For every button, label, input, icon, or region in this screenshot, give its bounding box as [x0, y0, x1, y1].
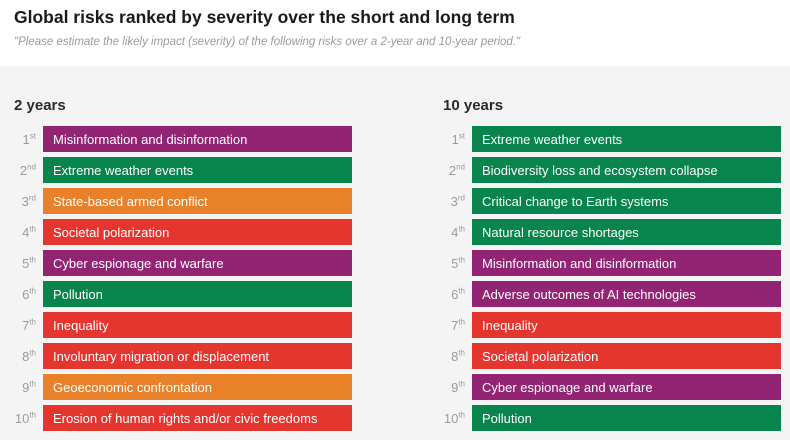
ranking-list-2-years: 1st Misinformation and disinformation 2n… [0, 126, 352, 436]
risk-bar: Geoeconomic confrontation [43, 374, 352, 400]
column-header-2-years: 2 years [14, 97, 66, 114]
risk-bar: State-based armed conflict [43, 188, 352, 214]
risk-row: 5th Cyber espionage and warfare [0, 250, 352, 276]
risk-row: 8th Involuntary migration or displacemen… [0, 343, 352, 369]
rank-label: 4th [451, 224, 465, 240]
rank-label: 1st [22, 131, 36, 147]
risk-bar: Extreme weather events [472, 126, 781, 152]
rank-label: 1st [451, 131, 465, 147]
column-2-years: 2 years 1st Misinformation and disinform… [0, 66, 361, 440]
risk-row: 9th Geoeconomic confrontation [0, 374, 352, 400]
risk-row: 6th Adverse outcomes of AI technologies [429, 281, 781, 307]
risk-row: 7th Inequality [429, 312, 781, 338]
risk-bar: Natural resource shortages [472, 219, 781, 245]
risk-bar: Pollution [472, 405, 781, 431]
risk-row: 1st Extreme weather events [429, 126, 781, 152]
rank-label: 10th [14, 410, 36, 426]
rank-label: 5th [451, 255, 465, 271]
risk-row: 1st Misinformation and disinformation [0, 126, 352, 152]
rank-label: 7th [22, 317, 36, 333]
risk-row: 3rd State-based armed conflict [0, 188, 352, 214]
risk-bar: Extreme weather events [43, 157, 352, 183]
risk-bar: Biodiversity loss and ecosystem collapse [472, 157, 781, 183]
rank-label: 8th [451, 348, 465, 364]
risk-bar: Misinformation and disinformation [472, 250, 781, 276]
rank-label: 9th [451, 379, 465, 395]
risk-bar: Misinformation and disinformation [43, 126, 352, 152]
rank-label: 3rd [450, 193, 465, 209]
rank-label: 6th [22, 286, 36, 302]
survey-question-subtitle: "Please estimate the likely impact (seve… [14, 36, 521, 48]
chart-panel: 2 years 1st Misinformation and disinform… [0, 66, 790, 440]
risk-row: 10th Pollution [429, 405, 781, 431]
risk-bar: Pollution [43, 281, 352, 307]
risk-bar: Societal polarization [43, 219, 352, 245]
risk-bar: Erosion of human rights and/or civic fre… [43, 405, 352, 431]
rank-label: 6th [451, 286, 465, 302]
risk-row: 2nd Biodiversity loss and ecosystem coll… [429, 157, 781, 183]
risk-row: 5th Misinformation and disinformation [429, 250, 781, 276]
rank-label: 2nd [19, 162, 36, 178]
column-header-10-years: 10 years [443, 97, 504, 114]
rank-label: 8th [22, 348, 36, 364]
risk-row: 4th Societal polarization [0, 219, 352, 245]
rank-label: 4th [22, 224, 36, 240]
rank-label: 5th [22, 255, 36, 271]
risk-bar: Inequality [43, 312, 352, 338]
risk-bar: Critical change to Earth systems [472, 188, 781, 214]
rank-label: 2nd [448, 162, 465, 178]
rank-label: 10th [443, 410, 465, 426]
risk-row: 3rd Critical change to Earth systems [429, 188, 781, 214]
column-10-years: 10 years 1st Extreme weather events 2nd … [429, 66, 790, 440]
risk-bar: Inequality [472, 312, 781, 338]
risk-bar: Cyber espionage and warfare [43, 250, 352, 276]
risk-row: 4th Natural resource shortages [429, 219, 781, 245]
rank-label: 3rd [21, 193, 36, 209]
page-title: Global risks ranked by severity over the… [14, 7, 515, 27]
ranking-list-10-years: 1st Extreme weather events 2nd Biodivers… [429, 126, 781, 436]
risk-row: 7th Inequality [0, 312, 352, 338]
risk-bar: Adverse outcomes of AI technologies [472, 281, 781, 307]
risk-bar: Involuntary migration or displacement [43, 343, 352, 369]
rank-label: 9th [22, 379, 36, 395]
risk-row: 10th Erosion of human rights and/or civi… [0, 405, 352, 431]
risk-bar: Societal polarization [472, 343, 781, 369]
risk-row: 8th Societal polarization [429, 343, 781, 369]
rank-label: 7th [451, 317, 465, 333]
risk-row: 6th Pollution [0, 281, 352, 307]
risk-row: 9th Cyber espionage and warfare [429, 374, 781, 400]
risk-row: 2nd Extreme weather events [0, 157, 352, 183]
risk-bar: Cyber espionage and warfare [472, 374, 781, 400]
